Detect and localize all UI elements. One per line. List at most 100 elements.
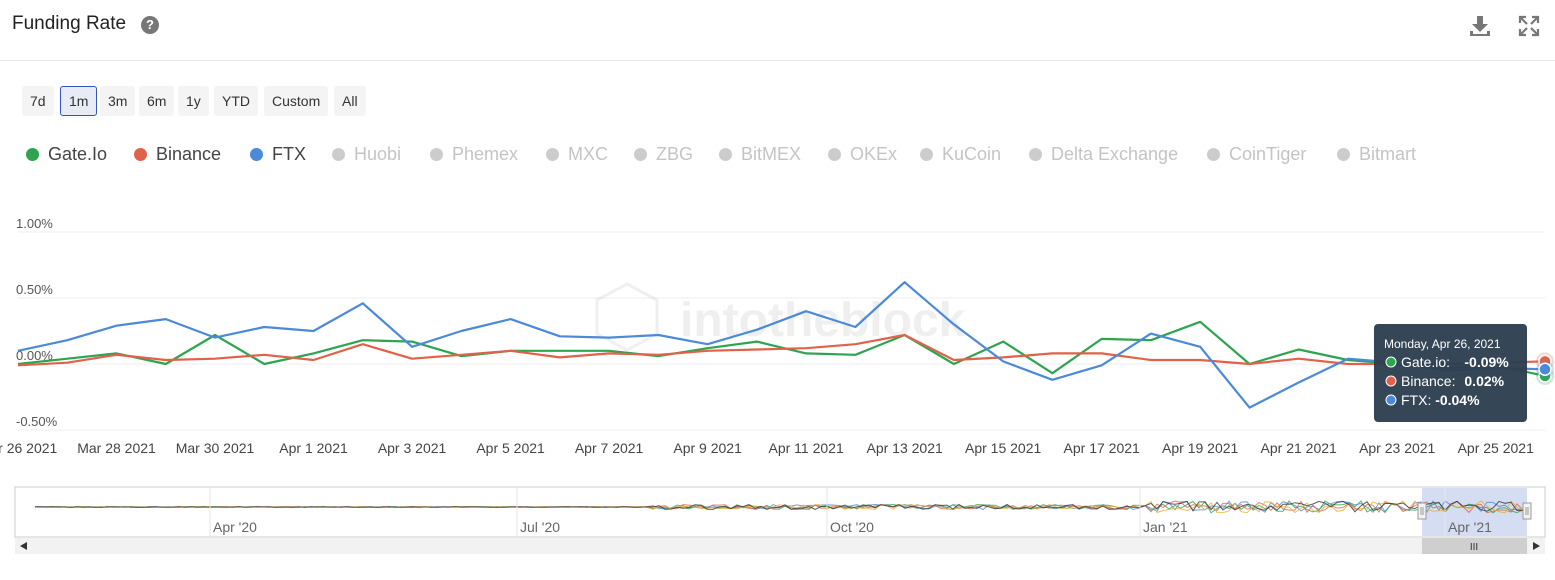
watermark-text: intotheblock bbox=[680, 294, 966, 347]
navigator-label: Apr '21 bbox=[1448, 519, 1492, 535]
legend-item-gate-io[interactable]: Gate.Io bbox=[26, 144, 107, 166]
legend-dot-icon bbox=[134, 148, 147, 161]
y-tick-label: 0.50% bbox=[16, 282, 53, 297]
x-tick-label: Mar 26 2021 bbox=[0, 440, 58, 456]
series-end-marker bbox=[1538, 354, 1552, 369]
legend-label: KuCoin bbox=[942, 144, 1002, 164]
range-button-3m[interactable]: 3m bbox=[100, 86, 136, 116]
legend-dot-icon bbox=[1337, 148, 1350, 161]
navigator-series-line bbox=[34, 500, 1524, 513]
range-button-ytd[interactable]: YTD bbox=[214, 86, 258, 116]
navigator-series-line bbox=[35, 500, 1524, 514]
tooltip-row-value: 0.02% bbox=[1464, 373, 1504, 389]
series-halo bbox=[1536, 352, 1554, 371]
watermark-hex-icon bbox=[595, 282, 659, 352]
download-icon[interactable] bbox=[1468, 14, 1492, 38]
legend-label: CoinTiger bbox=[1229, 144, 1307, 164]
legend-item-mxc[interactable]: MXC bbox=[546, 144, 608, 166]
tooltip-row-label: Binance: bbox=[1401, 373, 1455, 389]
x-tick-label: Apr 5 2021 bbox=[476, 440, 545, 456]
x-tick-label: Mar 30 2021 bbox=[176, 440, 255, 456]
tooltip-dot-icon bbox=[1385, 375, 1397, 387]
tooltip-title: Monday, Apr 26, 2021 bbox=[1384, 337, 1501, 351]
series-end-marker bbox=[1538, 362, 1552, 377]
help-icon[interactable]: ? bbox=[141, 16, 159, 34]
legend-item-delta-exchange[interactable]: Delta Exchange bbox=[1029, 144, 1178, 166]
legend-item-bitmex[interactable]: BitMEX bbox=[719, 144, 801, 166]
x-tick-label: Apr 15 2021 bbox=[965, 440, 1041, 456]
scroll-left-arrow-icon[interactable] bbox=[20, 542, 27, 550]
legend-dot-icon bbox=[250, 148, 263, 161]
x-tick-label: Apr 23 2021 bbox=[1359, 440, 1435, 456]
legend-label: Phemex bbox=[452, 144, 519, 164]
page-title: Funding Rate bbox=[12, 13, 127, 34]
legend-dot-icon bbox=[634, 148, 647, 161]
watermark-logo: intotheblock bbox=[595, 282, 966, 352]
tooltip-bg bbox=[1374, 324, 1527, 422]
legend-dot-icon bbox=[1207, 148, 1220, 161]
range-button-all[interactable]: All bbox=[334, 86, 366, 116]
navigator-handle[interactable] bbox=[1522, 502, 1532, 520]
legend-item-kucoin[interactable]: KuCoin bbox=[920, 144, 1001, 166]
legend-item-okex[interactable]: OKEx bbox=[828, 144, 897, 166]
legend-label: FTX bbox=[272, 144, 306, 164]
legend-label: OKEx bbox=[850, 144, 898, 164]
legend-item-binance[interactable]: Binance bbox=[134, 144, 221, 166]
navigator-series-line bbox=[34, 500, 1524, 514]
y-tick-label: -0.50% bbox=[16, 414, 58, 429]
series-line-ftx bbox=[17, 281, 1546, 409]
range-button-6m[interactable]: 6m bbox=[139, 86, 175, 116]
range-button-custom[interactable]: Custom bbox=[264, 86, 329, 116]
legend-item-phemex[interactable]: Phemex bbox=[430, 144, 518, 166]
x-tick-label: Mar 28 2021 bbox=[77, 440, 156, 456]
navigator-label: Jul '20 bbox=[520, 519, 560, 535]
navigator-handle[interactable] bbox=[1417, 502, 1427, 520]
scroll-right-arrow-icon[interactable] bbox=[1533, 542, 1540, 550]
range-button-1m[interactable]: 1m bbox=[60, 86, 98, 116]
legend-label: Bitmart bbox=[1359, 144, 1417, 164]
range-button-7d[interactable]: 7d bbox=[22, 86, 54, 116]
chart-tooltip: Monday, Apr 26, 2021 Gate.io: -0.09% Binanc… bbox=[1374, 324, 1527, 422]
legend-label: BitMEX bbox=[741, 144, 802, 164]
scrollbar-track bbox=[15, 538, 1545, 554]
navigator-label: Apr '20 bbox=[213, 519, 257, 535]
tooltip-dot-icon bbox=[1385, 356, 1397, 368]
tooltip-row-value: -0.09% bbox=[1464, 354, 1509, 370]
x-tick-label: Apr 3 2021 bbox=[378, 440, 447, 456]
tooltip-row-label: FTX: bbox=[1401, 392, 1431, 408]
navigator-label: Oct '20 bbox=[830, 519, 874, 535]
navigator-label: Jan '21 bbox=[1143, 519, 1188, 535]
legend-dot-icon bbox=[1029, 148, 1042, 161]
legend-label: Huobi bbox=[354, 144, 402, 164]
navigator-frame bbox=[14, 486, 1546, 538]
series-end-marker bbox=[1538, 369, 1552, 383]
y-tick-label: 1.00% bbox=[16, 216, 53, 231]
legend-dot-icon bbox=[430, 148, 443, 161]
tooltip-row-value: -0.04% bbox=[1435, 392, 1480, 408]
tooltip-dot-icon bbox=[1385, 394, 1397, 406]
legend-dot-icon bbox=[26, 148, 39, 161]
legend-item-huobi[interactable]: Huobi bbox=[332, 144, 401, 166]
tooltip-row-label: Gate.io: bbox=[1401, 354, 1450, 370]
fullscreen-icon[interactable] bbox=[1517, 14, 1541, 38]
navigator-series-line bbox=[34, 500, 1524, 514]
x-tick-label: Apr 9 2021 bbox=[673, 440, 742, 456]
scrollbar-thumb[interactable] bbox=[1422, 538, 1527, 554]
y-tick-label: 0.00% bbox=[16, 348, 53, 363]
range-button-1y[interactable]: 1y bbox=[178, 86, 209, 116]
legend-item-cointiger[interactable]: CoinTiger bbox=[1207, 144, 1306, 166]
x-tick-label: Apr 11 2021 bbox=[769, 440, 844, 456]
x-tick-label: Apr 21 2021 bbox=[1261, 440, 1337, 456]
legend-label: Gate.Io bbox=[48, 144, 108, 164]
x-tick-label: Apr 7 2021 bbox=[575, 440, 644, 456]
legend-item-zbg[interactable]: ZBG bbox=[634, 144, 693, 166]
legend-item-bitmart[interactable]: Bitmart bbox=[1337, 144, 1416, 166]
legend-dot-icon bbox=[828, 148, 841, 161]
legend-label: Binance bbox=[156, 144, 222, 164]
legend-item-ftx[interactable]: FTX bbox=[250, 144, 306, 166]
navigator: Apr '20 Jul '20 Oct '20 Jan '21 Apr '21 III bbox=[14, 486, 1546, 554]
widget-header: Funding Rate ? bbox=[0, 0, 1555, 61]
legend-dot-icon bbox=[332, 148, 345, 161]
series-halo bbox=[1536, 366, 1554, 385]
legend-label: ZBG bbox=[656, 144, 694, 164]
